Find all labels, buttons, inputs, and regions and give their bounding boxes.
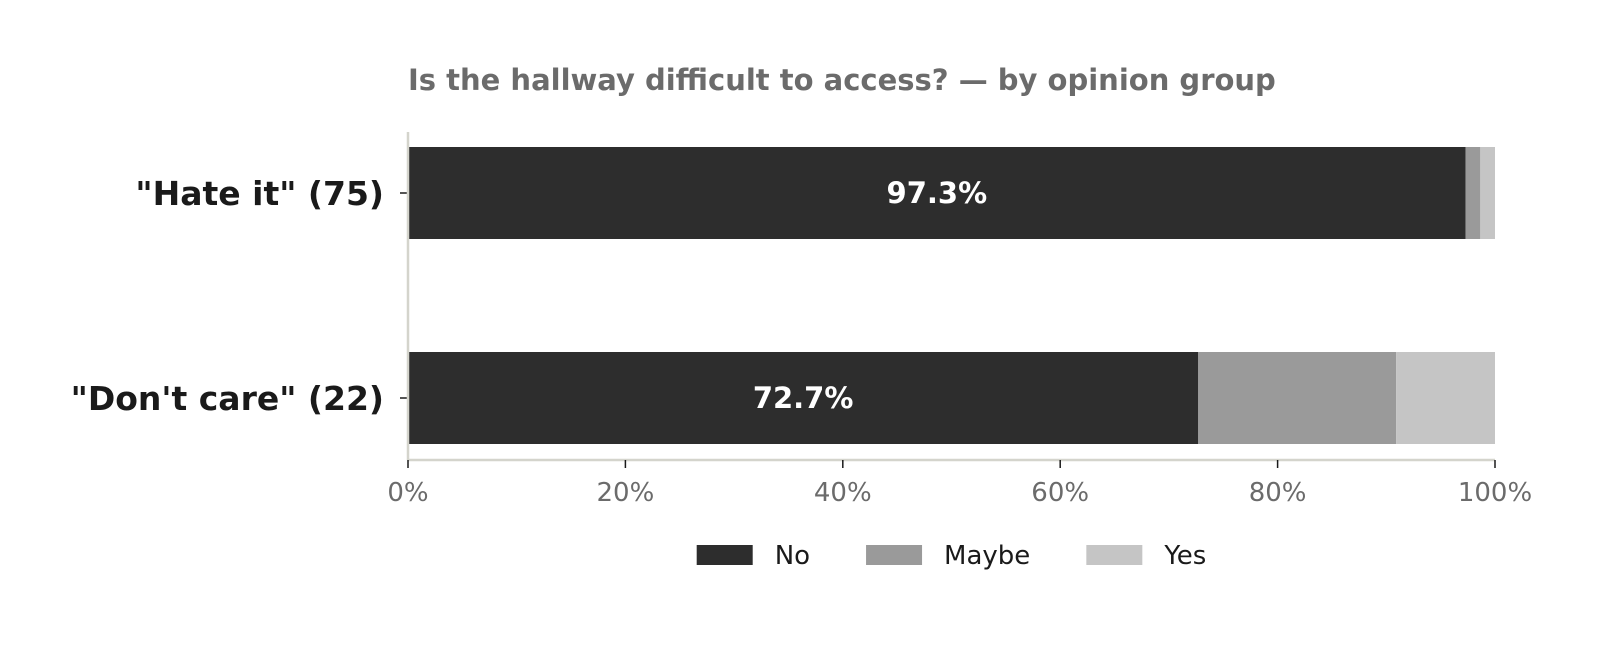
x-tick-label: 60% bbox=[1031, 478, 1089, 508]
bar-maybe-0 bbox=[1465, 147, 1481, 239]
x-axis: 0% 20% 40% 60% 80% 100% bbox=[387, 458, 1532, 508]
bar-maybe-1 bbox=[1198, 352, 1397, 444]
legend-label-maybe: Maybe bbox=[944, 541, 1030, 571]
bar-no-1 bbox=[408, 352, 1199, 444]
x-tick-label: 20% bbox=[597, 478, 655, 508]
legend: No Maybe Yes bbox=[696, 541, 1206, 571]
legend-swatch-yes bbox=[1086, 545, 1143, 565]
legend-swatch-no bbox=[696, 545, 753, 565]
y-axis: "Hate it" (75) "Don't care" (22) bbox=[71, 132, 410, 460]
legend-label-no: No bbox=[775, 541, 810, 571]
x-tick-label: 100% bbox=[1458, 478, 1532, 508]
y-tick-label: "Don't care" (22) bbox=[71, 379, 384, 418]
bar-no-0 bbox=[408, 147, 1466, 239]
legend-swatch-maybe bbox=[866, 545, 923, 565]
x-tick-label: 0% bbox=[387, 478, 428, 508]
bar-yes-0 bbox=[1480, 147, 1495, 239]
legend-label-yes: Yes bbox=[1163, 541, 1206, 571]
y-tick-label: "Hate it" (75) bbox=[135, 174, 384, 213]
x-tick-label: 80% bbox=[1249, 478, 1307, 508]
chart-title: Is the hallway difficult to access? — by… bbox=[408, 63, 1276, 97]
bar-yes-1 bbox=[1396, 352, 1495, 444]
bar-label-no-0: 97.3% bbox=[887, 176, 988, 210]
x-tick-label: 40% bbox=[814, 478, 872, 508]
bars: 97.3% 72.7% bbox=[408, 147, 1495, 444]
bar-label-no-1: 72.7% bbox=[753, 381, 854, 415]
